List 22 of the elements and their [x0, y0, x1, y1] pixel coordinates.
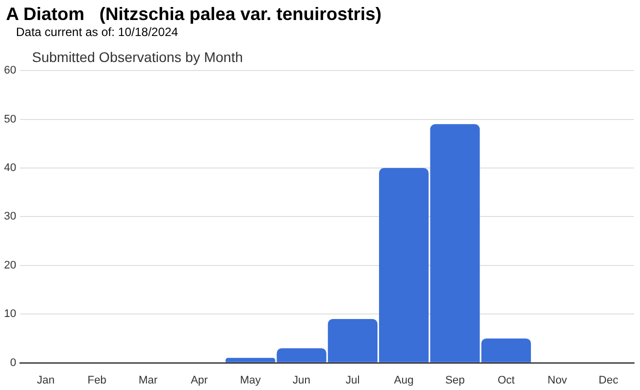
y-tick-label: 50 [4, 113, 16, 126]
x-tick-label: Jan [36, 374, 55, 386]
x-tick-label: Jul [346, 374, 360, 386]
y-tick-label: 20 [4, 259, 16, 272]
x-tick-label: Apr [190, 374, 208, 386]
text: Submitted Observations by Month [32, 49, 243, 65]
chart-subtitle: Data current as of: 10/18/2024 [16, 25, 178, 39]
x-tick-label: Nov [548, 374, 568, 386]
x-tick-label: Sep [445, 374, 465, 386]
x-tick-label: Jun [292, 374, 310, 386]
chart-title: A Diatom (Nitzschia palea var. tenuirostris) [6, 4, 382, 25]
y-tick-label: 30 [4, 210, 16, 223]
x-tick-label: Feb [87, 374, 106, 386]
x-tick-label: Oct [498, 374, 515, 386]
x-tick-label: Dec [598, 374, 619, 386]
x-tick-label: Mar [138, 374, 158, 386]
y-tick-label: 60 [4, 64, 16, 77]
y-tick-label: 0 [10, 356, 16, 369]
x-tick-label: May [240, 374, 262, 386]
y-tick-label: 10 [4, 308, 16, 320]
y-tick-label: 40 [4, 162, 16, 174]
x-tick-label: Aug [394, 374, 414, 386]
